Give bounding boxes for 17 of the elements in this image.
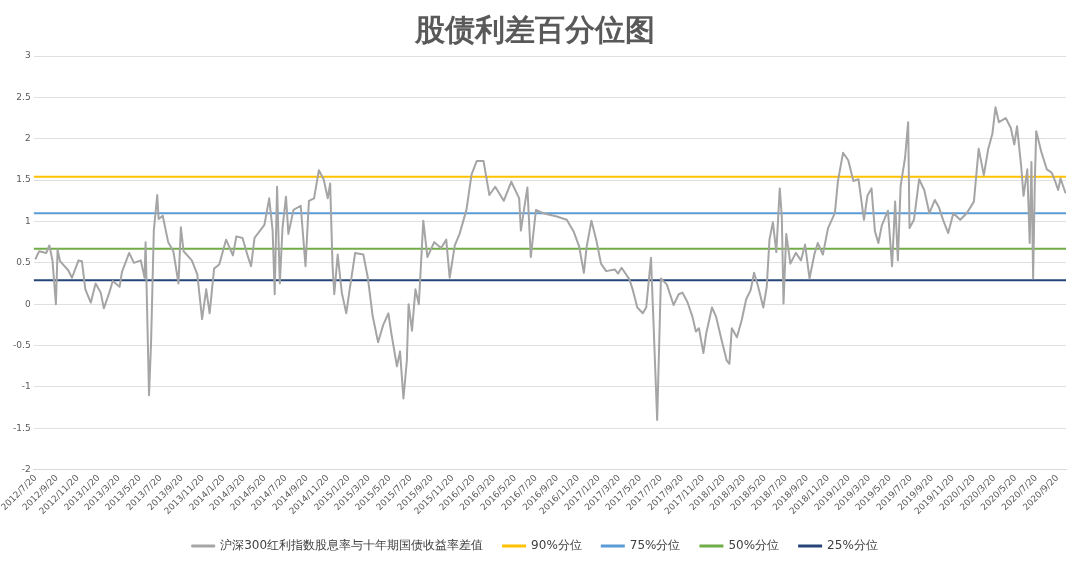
y-tick-label: 1 bbox=[24, 215, 31, 226]
y-tick-label: -0.5 bbox=[13, 339, 31, 350]
y-tick-label: 0.5 bbox=[16, 257, 31, 268]
legend-label: 25%分位 bbox=[827, 538, 878, 553]
y-tick-label: 3 bbox=[24, 50, 31, 61]
y-tick-label: 2 bbox=[24, 133, 31, 144]
y-tick-label: 0 bbox=[24, 298, 31, 309]
legend-label: 75%分位 bbox=[629, 538, 681, 553]
chart-title: 股债利差百分位图 bbox=[414, 11, 655, 47]
legend-label: 90%分位 bbox=[531, 538, 582, 553]
y-tick-label: -2 bbox=[21, 464, 31, 475]
legend-label: 50%分位 bbox=[728, 538, 780, 553]
y-tick-label: 1.5 bbox=[16, 174, 31, 185]
legend-label: 沪深300红利指数股息率与十年期国债收益率差值 bbox=[220, 538, 484, 553]
y-tick-label: -1 bbox=[21, 381, 31, 392]
y-tick-label: -1.5 bbox=[13, 422, 31, 433]
y-tick-label: 2.5 bbox=[16, 91, 31, 102]
